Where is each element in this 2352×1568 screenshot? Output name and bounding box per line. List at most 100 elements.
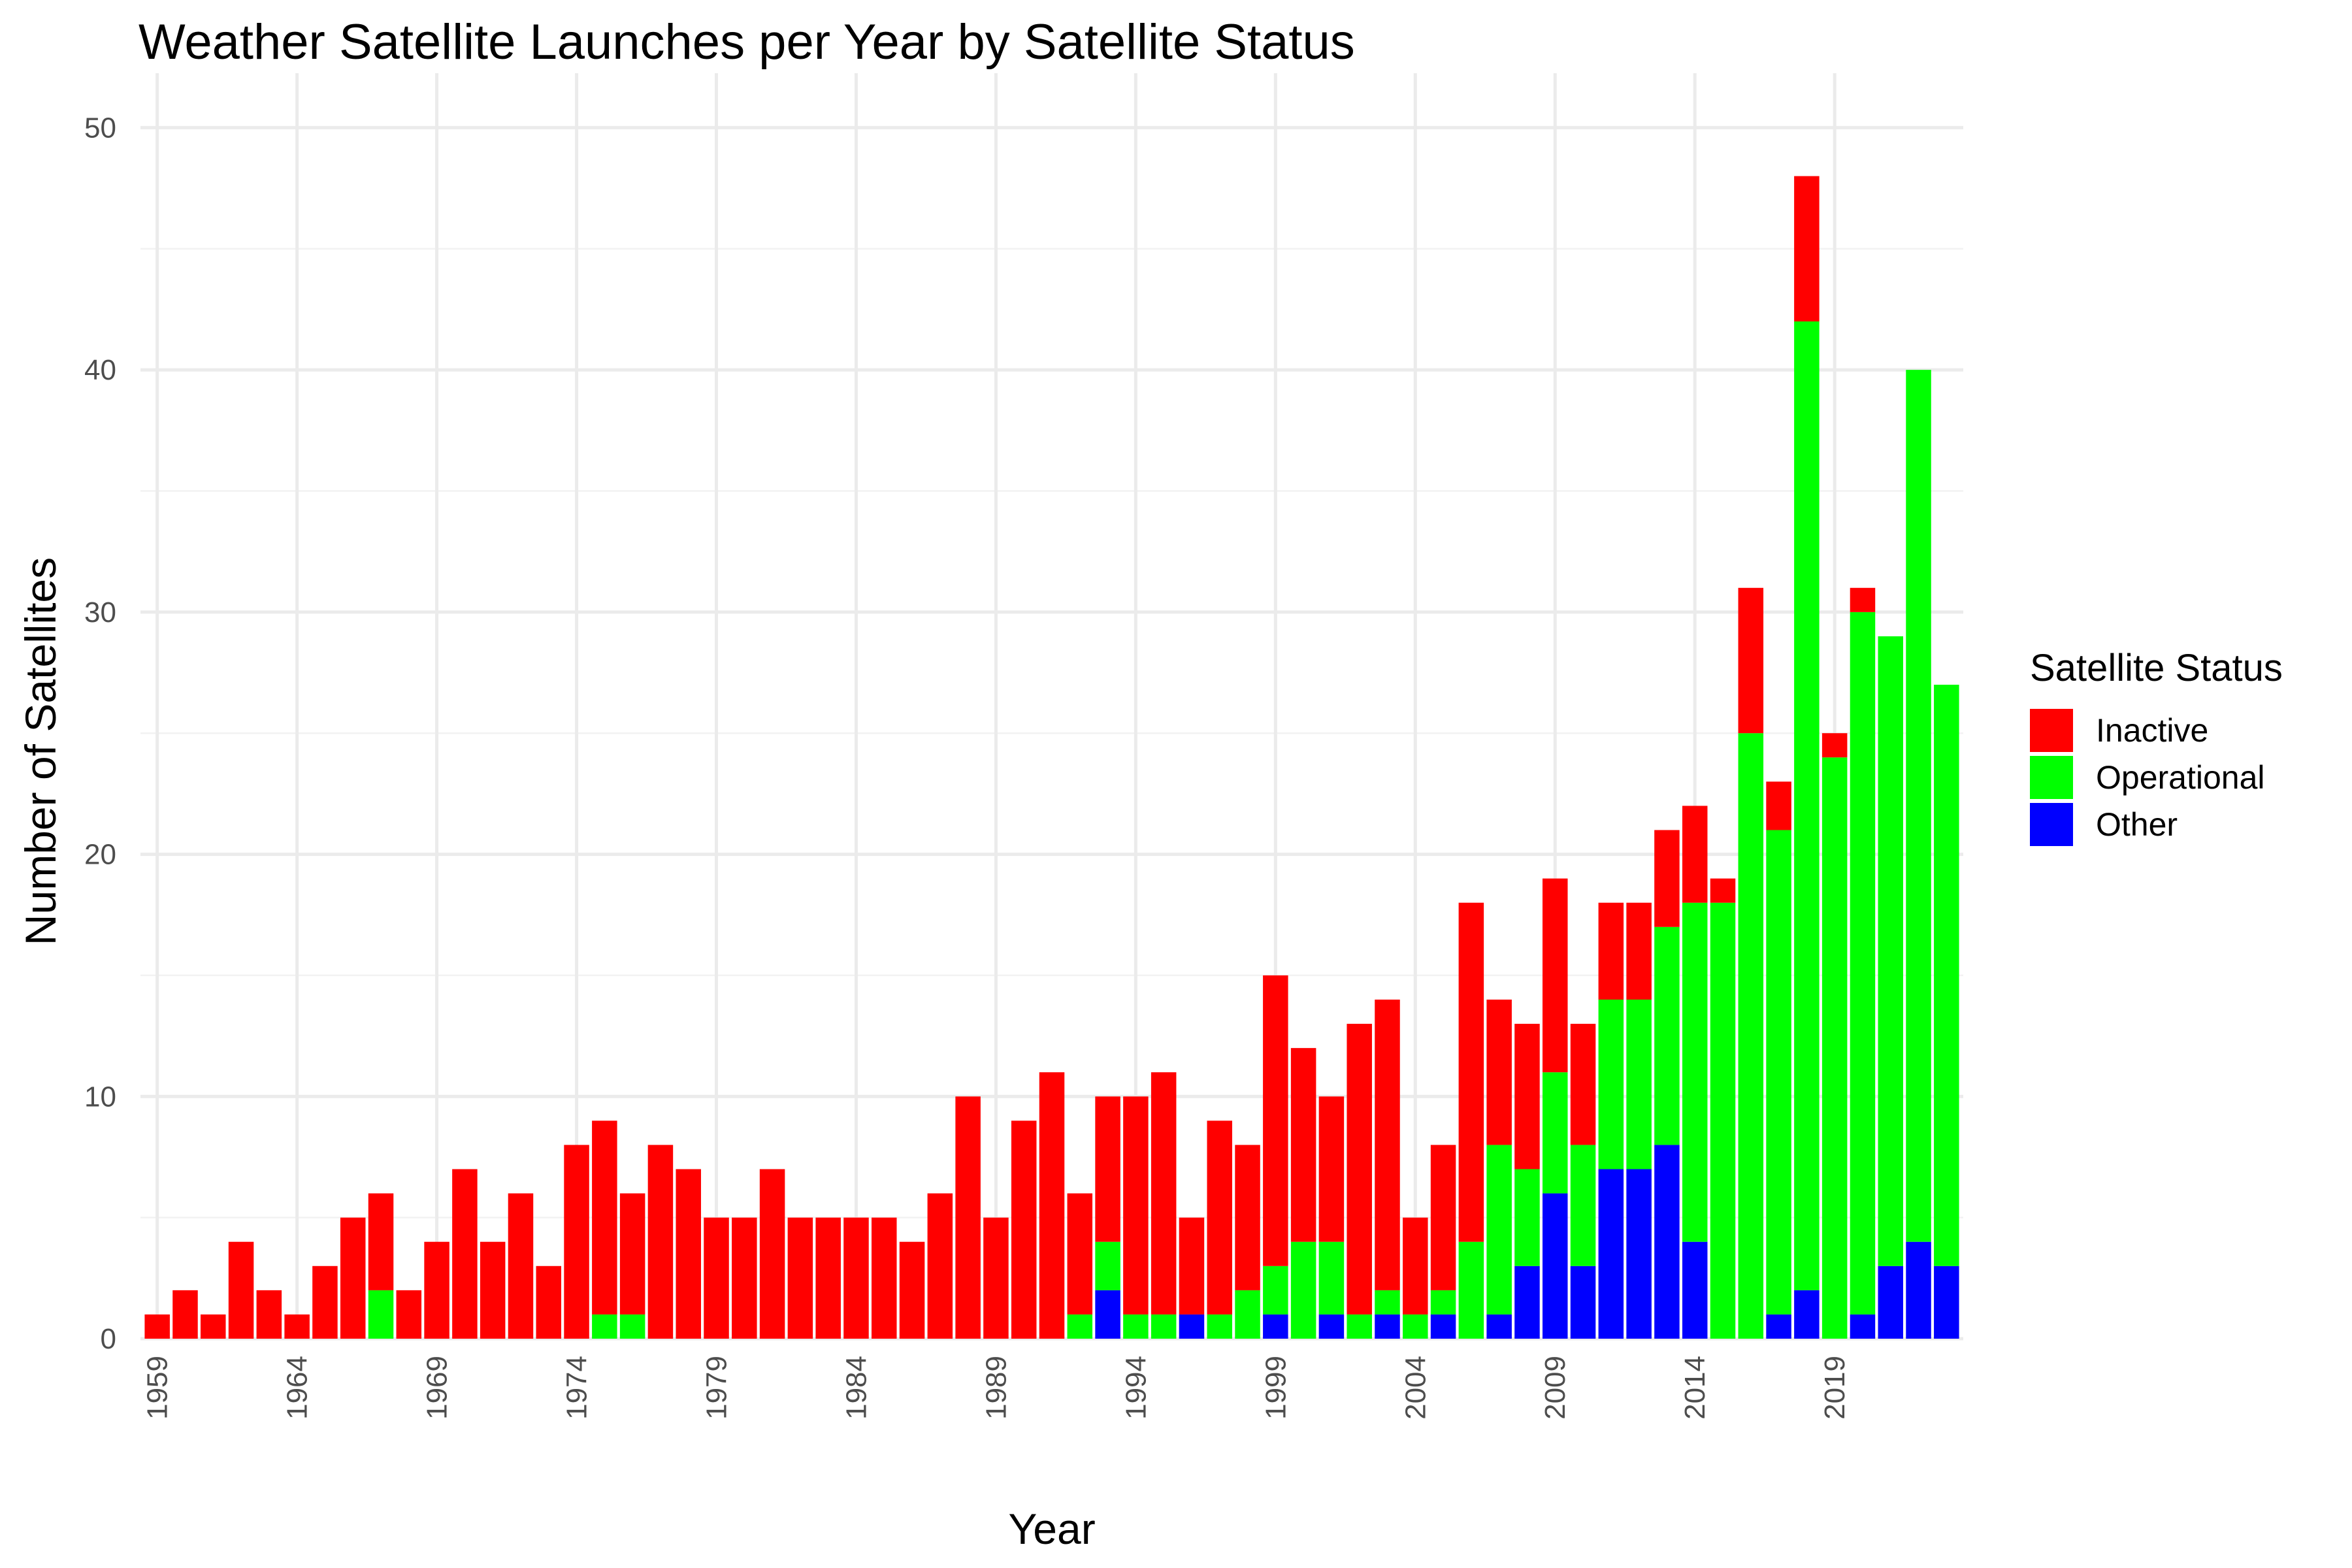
bar-other-2009 [1542,1193,1568,1339]
bar-operational-2004 [1403,1314,1428,1339]
bar-operational-1998 [1235,1290,1260,1339]
x-tick-label: 2019 [1819,1356,1851,1420]
bar-inactive-1973 [536,1266,562,1339]
bar-operational-2007 [1486,1145,1512,1315]
bar-inactive-1960 [172,1290,198,1339]
bar-inactive-1965 [312,1266,338,1339]
bar-inactive-1988 [955,1096,981,1339]
bar-inactive-2010 [1570,1024,1596,1145]
legend-key-operational [2030,756,2073,799]
bar-operational-1993 [1095,1241,1120,1290]
bar-inactive-1984 [843,1217,869,1339]
x-tick-label: 2009 [1539,1356,1571,1420]
bar-inactive-2019 [1821,733,1848,758]
bar-inactive-1968 [396,1290,422,1339]
bar-operational-2008 [1514,1169,1540,1266]
y-axis-title: Number of Satellites [16,557,65,945]
y-tick-label: 50 [84,112,116,144]
bar-other-2017 [1766,1314,1791,1339]
x-tick-label: 2004 [1399,1356,1431,1420]
bar-operational-2017 [1766,830,1791,1315]
bar-other-2005 [1430,1314,1456,1339]
bar-inactive-2013 [1654,830,1680,927]
bar-inactive-1992 [1067,1193,1093,1315]
bar-inactive-1971 [480,1241,506,1339]
bar-operational-2011 [1598,999,1624,1169]
bars [144,176,1959,1339]
bar-inactive-2017 [1766,781,1791,830]
bar-inactive-1972 [508,1193,534,1339]
legend-title: Satellite Status [2030,647,2283,689]
bar-other-2011 [1598,1169,1624,1339]
bar-inactive-1976 [619,1193,645,1315]
bar-other-1996 [1179,1314,1205,1339]
bar-inactive-1990 [1011,1120,1037,1339]
bar-other-2023 [1934,1266,1959,1339]
bar-inactive-1993 [1095,1096,1120,1242]
y-tick-label: 30 [84,596,116,629]
bar-inactive-1987 [927,1193,953,1339]
bar-operational-2010 [1570,1145,1596,1266]
bar-inactive-1981 [759,1169,785,1339]
bar-operational-2001 [1318,1241,1345,1315]
bar-inactive-2020 [1850,587,1876,612]
bar-inactive-2009 [1542,878,1568,1073]
bar-inactive-1967 [368,1193,394,1290]
bar-operational-1999 [1263,1266,1288,1315]
bar-operational-2012 [1626,999,1652,1169]
x-axis-ticks: 1959 1964 1969 1974 1979 1984 1989 1994 1999 2004… [142,1356,1851,1420]
bar-inactive-1986 [899,1241,925,1339]
bar-operational-2023 [1934,685,1959,1266]
x-tick-label: 1989 [980,1356,1012,1420]
bar-inactive-1983 [815,1217,841,1339]
bar-inactive-1964 [284,1314,310,1339]
x-tick-label: 1984 [840,1356,872,1420]
bar-operational-1995 [1151,1314,1177,1339]
bar-other-2014 [1682,1241,1708,1339]
bar-inactive-2001 [1318,1096,1345,1242]
chart-title: Weather Satellite Launches per Year by S… [139,14,1355,70]
legend-label-operational: Operational [2096,759,2265,796]
bar-inactive-1966 [340,1217,366,1339]
bar-other-2021 [1878,1266,1903,1339]
bar-operational-1967 [368,1290,394,1339]
bar-inactive-2002 [1347,1024,1372,1315]
bar-inactive-1970 [452,1169,478,1339]
bar-inactive-1998 [1235,1145,1260,1290]
bar-inactive-2004 [1403,1217,1428,1315]
bar-inactive-1989 [983,1217,1009,1339]
bar-operational-1992 [1067,1314,1093,1339]
bar-inactive-1982 [787,1217,813,1339]
bar-other-2001 [1318,1314,1345,1339]
bar-other-2018 [1794,1290,1820,1339]
bar-inactive-1985 [871,1217,897,1339]
bar-inactive-2000 [1290,1048,1316,1242]
y-axis-ticks: 0 10 20 30 40 50 [84,112,116,1355]
bar-operational-2018 [1794,321,1820,1290]
bar-operational-2015 [1710,902,1736,1339]
bar-inactive-2008 [1514,1024,1540,1169]
x-tick-label: 2014 [1679,1356,1711,1420]
legend-key-inactive [2030,709,2073,752]
bar-operational-2013 [1654,926,1680,1145]
y-tick-label: 0 [101,1323,116,1355]
bar-inactive-1980 [732,1217,757,1339]
bar-operational-2014 [1682,902,1708,1242]
y-tick-label: 20 [84,839,116,871]
bar-inactive-1974 [564,1145,589,1339]
bar-other-1993 [1095,1290,1120,1339]
bar-other-2013 [1654,1145,1680,1339]
bar-operational-2020 [1850,612,1876,1315]
bar-inactive-1994 [1123,1096,1149,1315]
bar-inactive-1997 [1207,1120,1233,1315]
bar-operational-1997 [1207,1314,1233,1339]
bar-operational-2019 [1821,757,1848,1339]
y-tick-label: 40 [84,354,116,386]
bar-inactive-1999 [1263,975,1288,1266]
bar-operational-2006 [1458,1241,1484,1339]
bar-inactive-1962 [228,1241,254,1339]
bar-inactive-2007 [1486,999,1512,1145]
bar-operational-2005 [1430,1290,1456,1315]
x-tick-label: 1969 [421,1356,453,1420]
bar-other-2003 [1375,1314,1400,1339]
